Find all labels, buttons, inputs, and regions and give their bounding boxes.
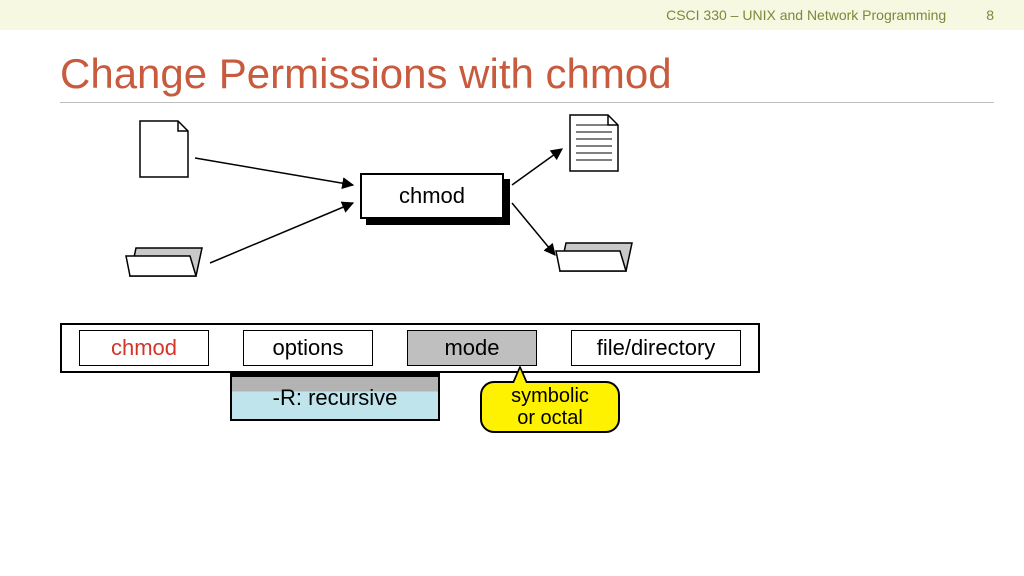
diagram-canvas — [60, 113, 960, 313]
callout-recursive-label: -R: recursive — [273, 385, 398, 411]
callout-symoct-line2: or octal — [517, 407, 583, 429]
chmod-diagram: chmod — [60, 113, 964, 313]
header-bar: CSCI 330 – UNIX and Network Programming … — [0, 0, 1024, 30]
title-rule — [60, 102, 994, 103]
callout-symoct-line1: symbolic — [511, 385, 589, 407]
syntax-box-options: options — [243, 330, 373, 366]
course-label: CSCI 330 – UNIX and Network Programming — [666, 7, 946, 23]
page-number: 8 — [986, 7, 994, 23]
chmod-center-label: chmod — [399, 183, 465, 209]
syntax-diagram: chmod options mode file/directory -R: re… — [60, 323, 964, 473]
page-title: Change Permissions with chmod — [60, 50, 1024, 98]
chmod-center-box: chmod — [360, 173, 504, 219]
callout-recursive: -R: recursive — [230, 373, 440, 421]
syntax-box-mode: mode — [407, 330, 537, 366]
syntax-box-chmod: chmod — [79, 330, 209, 366]
callout-symbolic-octal: symbolic or octal — [480, 381, 620, 433]
syntax-box-filedir: file/directory — [571, 330, 741, 366]
syntax-bar: chmod options mode file/directory — [60, 323, 760, 373]
